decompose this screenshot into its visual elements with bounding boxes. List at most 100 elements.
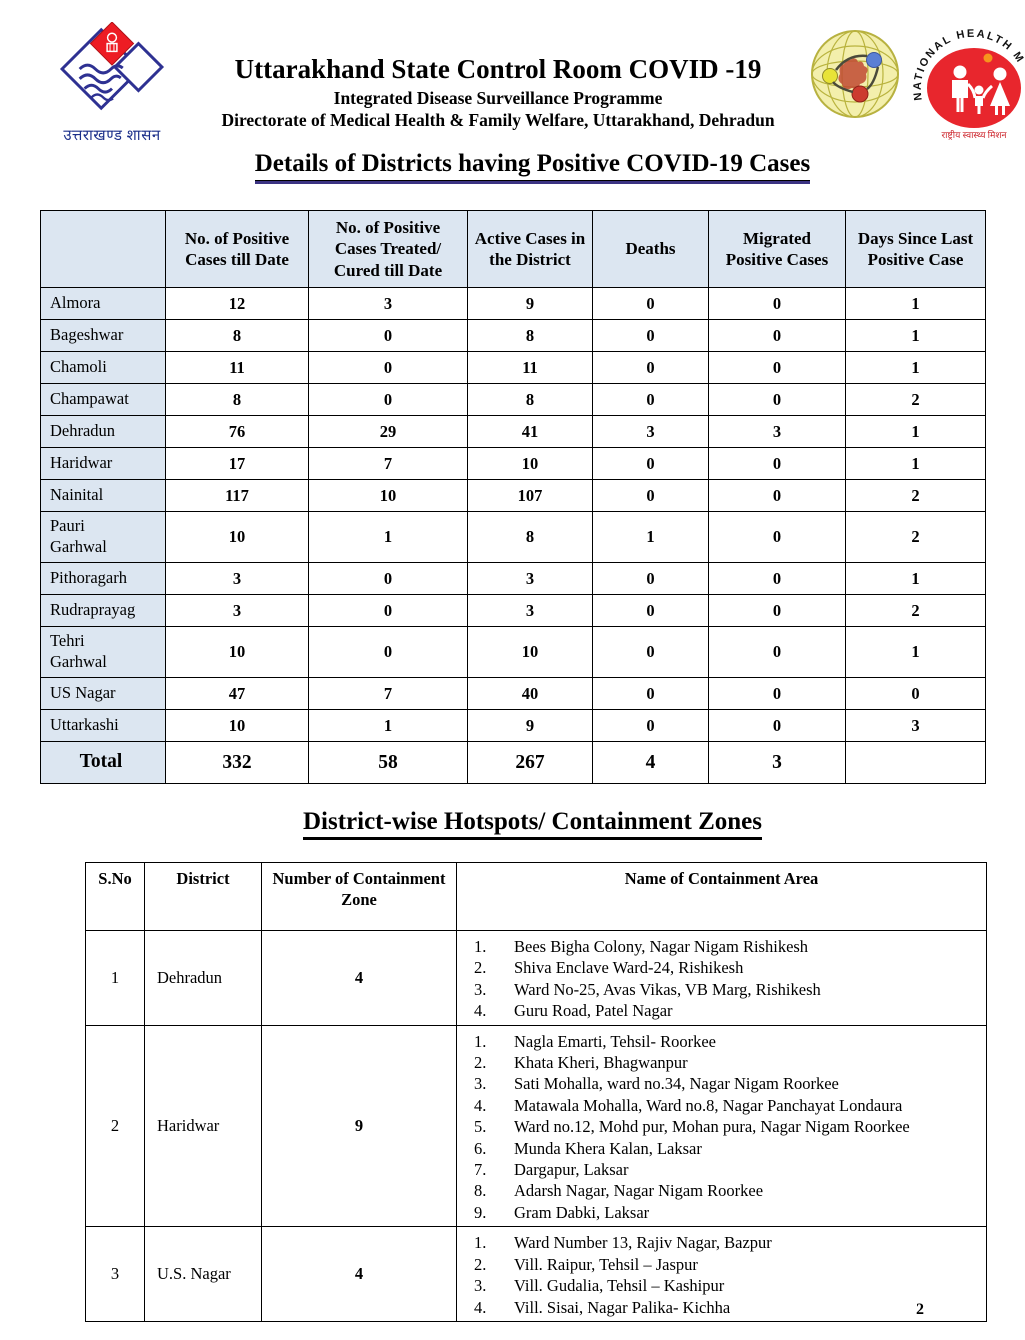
- idsp-globe-icon: [811, 30, 899, 118]
- containment-areas-cell: 1. Bees Bigha Colony, Nagar Nigam Rishike…: [456, 930, 987, 1026]
- total-label-cell: Total: [40, 741, 166, 784]
- containment-area-item: 2. Khata Kheri, Bhagwanpur: [458, 1052, 985, 1073]
- total-value-cell: 58: [308, 741, 468, 784]
- value-cell: 1: [845, 562, 986, 595]
- value-cell: 47: [165, 677, 309, 710]
- area-name: Guru Road, Patel Nagar: [514, 1001, 673, 1021]
- value-cell: 3: [467, 594, 593, 627]
- column-header: Deaths: [592, 210, 709, 288]
- district-name-cell: Champawat: [40, 383, 166, 416]
- column-header: District: [144, 862, 262, 931]
- area-number: 8.: [474, 1181, 487, 1201]
- area-number: 3.: [474, 979, 487, 999]
- area-name: Shiva Enclave Ward-24, Rishikesh: [514, 958, 744, 978]
- value-cell: 1: [308, 709, 468, 742]
- area-name: Vill. Sisai, Nagar Palika- Kichha: [514, 1297, 731, 1317]
- header-row: No. of Positive Cases till Date No. of Po…: [40, 210, 986, 288]
- value-cell: 10: [308, 479, 468, 512]
- value-cell: 3: [845, 709, 986, 742]
- value-cell: 10: [467, 626, 593, 678]
- column-header: Active Cases in the District: [467, 210, 593, 288]
- district-name-cell: Dehradun: [40, 415, 166, 448]
- value-cell: 2: [845, 479, 986, 512]
- district-column-header: [40, 210, 166, 288]
- zone-count-cell: 4: [261, 930, 457, 1026]
- area-number: 4.: [474, 1297, 487, 1317]
- value-cell: 0: [592, 447, 709, 480]
- area-number: 2.: [474, 1254, 487, 1274]
- district-name-cell: Nainital: [40, 479, 166, 512]
- uttarakhand-government-logo: उत्तराखण्ड शासन: [52, 21, 172, 145]
- column-header: Number of Containment Zone: [261, 862, 457, 931]
- district-row: Tehri Garhwal 10 0 10 0 0 1: [40, 626, 986, 678]
- uttarakhand-logo-caption: उत्तराखण्ड शासन: [63, 128, 161, 144]
- area-name: Ward no.12, Mohd pur, Mohan pura, Nagar …: [514, 1117, 910, 1137]
- value-cell: 0: [308, 594, 468, 627]
- district-name-cell: US Nagar: [40, 677, 166, 710]
- serial-number-cell: 2: [85, 1024, 145, 1228]
- value-cell: 9: [467, 709, 593, 742]
- value-cell: 41: [467, 415, 593, 448]
- value-cell: 0: [708, 626, 846, 678]
- value-cell: 8: [165, 319, 309, 352]
- idsp-logo: [810, 28, 900, 120]
- containment-zones-table-header: S.No District Number of Containment Zone Na…: [85, 862, 987, 931]
- value-cell: 3: [308, 287, 468, 320]
- value-cell: 0: [708, 383, 846, 416]
- value-cell: 2: [845, 511, 986, 563]
- district-name-cell: U.S. Nagar: [144, 1226, 262, 1322]
- nhm-caption: राष्ट्रीय स्वास्थ्य मिशन: [942, 129, 1008, 140]
- area-name: Munda Khera Kalan, Laksar: [514, 1138, 702, 1158]
- value-cell: 10: [165, 511, 309, 563]
- section2-heading: District-wise Hotspots/ Containment Zone…: [40, 808, 1025, 840]
- value-cell: 0: [592, 351, 709, 384]
- value-cell: 1: [592, 511, 709, 563]
- total-value-cell: 4: [592, 741, 709, 784]
- value-cell: 0: [708, 511, 846, 563]
- district-row: Champawat 8 0 8 0 0 2: [40, 383, 986, 416]
- containment-zone-row: 3 U.S. Nagar 4 1. Ward Number 13, Rajiv Naga…: [85, 1226, 987, 1322]
- value-cell: 2: [845, 383, 986, 416]
- value-cell: 0: [708, 677, 846, 710]
- area-name: Dargapur, Laksar: [514, 1160, 629, 1180]
- value-cell: 0: [592, 594, 709, 627]
- serial-number-cell: 1: [85, 930, 145, 1026]
- value-cell: 0: [708, 479, 846, 512]
- containment-area-item: 2. Shiva Enclave Ward-24, Rishikesh: [458, 957, 985, 978]
- area-name: Nagla Emarti, Tehsil- Roorkee: [514, 1031, 716, 1051]
- area-name: Matawala Mohalla, Ward no.8, Nagar Panch…: [514, 1095, 903, 1115]
- area-number: 5.: [474, 1117, 487, 1137]
- district-name-cell: Dehradun: [144, 930, 262, 1026]
- total-value-cell: 267: [467, 741, 593, 784]
- containment-area-item: 3. Ward No-25, Avas Vikas, VB Marg, Rishi…: [458, 979, 985, 1000]
- column-header: Migrated Positive Cases: [708, 210, 846, 288]
- value-cell: 117: [165, 479, 309, 512]
- containment-area-item: 4. Matawala Mohalla, Ward no.8, Nagar Pan…: [458, 1095, 985, 1116]
- containment-areas-cell: 1. Nagla Emarti, Tehsil- Roorkee 2. Khata K…: [456, 1024, 987, 1228]
- area-name: Sati Mohalla, ward no.34, Nagar Nigam Ro…: [514, 1074, 839, 1094]
- value-cell: 0: [708, 709, 846, 742]
- section1-heading: Details of Districts having Positive COV…: [40, 150, 1025, 184]
- positive-cases-table-header: No. of Positive Cases till Date No. of Po…: [40, 210, 986, 288]
- containment-area-item: 3. Sati Mohalla, ward no.34, Nagar Nigam …: [458, 1073, 985, 1094]
- header-row: S.No District Number of Containment Zone Na…: [85, 862, 987, 931]
- district-row: Nainital 117 10 107 0 0 2: [40, 479, 986, 512]
- containment-area-item: 3. Vill. Gudalia, Tehsil – Kashipur: [458, 1275, 985, 1296]
- district-name-cell: Haridwar: [144, 1024, 262, 1228]
- containment-area-item: 8. Adarsh Nagar, Nagar Nigam Roorkee: [458, 1180, 985, 1201]
- containment-area-item: 1. Nagla Emarti, Tehsil- Roorkee: [458, 1031, 985, 1052]
- district-name-cell: Almora: [40, 287, 166, 320]
- district-row: Dehradun 76 29 41 3 3 1: [40, 415, 986, 448]
- area-name: Adarsh Nagar, Nagar Nigam Roorkee: [514, 1181, 764, 1201]
- district-row: US Nagar 47 7 40 0 0 0: [40, 677, 986, 710]
- value-cell: 29: [308, 415, 468, 448]
- value-cell: 0: [592, 383, 709, 416]
- containment-zone-row: 2 Haridwar 9 1. Nagla Emarti, Tehsil- Roorke…: [85, 1024, 987, 1228]
- area-number: 1.: [474, 937, 487, 956]
- value-cell: 0: [708, 562, 846, 595]
- value-cell: 107: [467, 479, 593, 512]
- value-cell: 0: [592, 709, 709, 742]
- value-cell: 0: [308, 626, 468, 678]
- area-name: Vill. Gudalia, Tehsil – Kashipur: [514, 1276, 725, 1296]
- containment-area-item: 1. Ward Number 13, Rajiv Nagar, Bazpur: [458, 1232, 985, 1253]
